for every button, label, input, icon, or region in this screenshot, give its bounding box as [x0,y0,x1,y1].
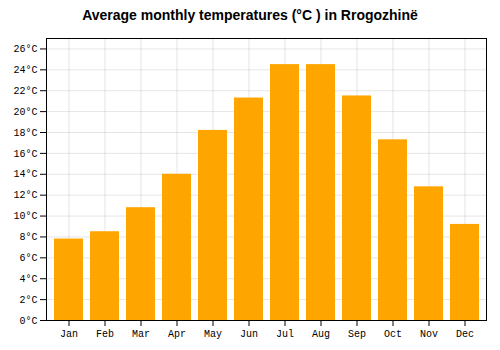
svg-text:Jan: Jan [60,329,78,340]
svg-text:10°C: 10°C [13,211,37,222]
svg-text:Jun: Jun [240,329,258,340]
svg-text:2°C: 2°C [19,295,37,306]
svg-text:Oct: Oct [384,329,402,340]
svg-text:Dec: Dec [456,329,474,340]
svg-text:Aug: Aug [312,329,330,340]
svg-text:12°C: 12°C [13,190,37,201]
svg-text:0°C: 0°C [19,316,37,327]
svg-text:8°C: 8°C [19,232,37,243]
svg-text:May: May [204,329,222,340]
svg-text:24°C: 24°C [13,65,37,76]
svg-text:16°C: 16°C [13,149,37,160]
svg-text:Apr: Apr [168,329,186,340]
svg-text:22°C: 22°C [13,86,37,97]
svg-text:Mar: Mar [132,329,150,340]
svg-text:18°C: 18°C [13,128,37,139]
svg-text:Feb: Feb [96,329,114,340]
svg-text:Sep: Sep [348,329,366,340]
svg-text:6°C: 6°C [19,253,37,264]
html-text:Average monthly temperatures (: Average monthly temperatures (°C ) in Rr… [82,7,418,23]
svg-text:26°C: 26°C [13,44,37,55]
svg-text:14°C: 14°C [13,169,37,180]
svg-text:Nov: Nov [420,329,438,340]
svg-text:4°C: 4°C [19,274,37,285]
svg-text:20°C: 20°C [13,107,37,118]
svg-text:Jul: Jul [276,329,294,340]
